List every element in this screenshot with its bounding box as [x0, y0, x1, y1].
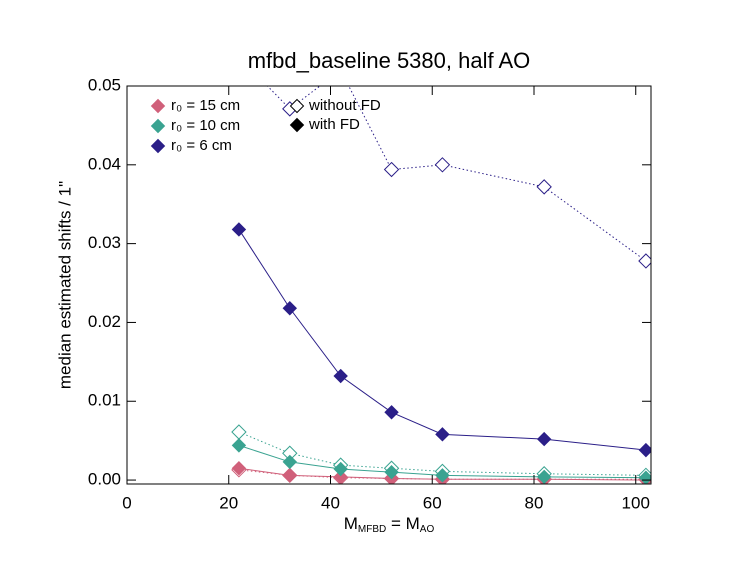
- marker-with-fd: [536, 431, 552, 447]
- legend-style-marker: [289, 117, 305, 133]
- y-tick-label: 0.01: [88, 391, 121, 410]
- y-tick-label: 0.04: [88, 154, 121, 173]
- marker-with-fd: [231, 222, 247, 237]
- marker-with-fd: [384, 405, 399, 420]
- marker-with-fd: [333, 469, 348, 484]
- y-tick-label: 0.05: [88, 75, 121, 94]
- marker-without-fd: [434, 157, 451, 173]
- marker-with-fd: [282, 301, 298, 316]
- marker-with-fd: [384, 464, 399, 480]
- x-tick-label: 0: [122, 493, 131, 512]
- legend-style-label: with FD: [308, 116, 360, 133]
- x-tick-label: 20: [219, 493, 238, 512]
- legend-marker: [150, 98, 166, 114]
- marker-with-fd: [333, 461, 348, 477]
- x-label-part: M: [344, 514, 358, 533]
- marker-with-fd: [231, 461, 247, 476]
- marker-with-fd: [333, 368, 348, 384]
- marker-with-fd: [282, 468, 298, 483]
- plot-area: [231, 86, 651, 484]
- legend-label: r₀ = 6 cm: [171, 137, 232, 154]
- marker-with-fd: [282, 454, 298, 470]
- y-tick-label: 0.00: [88, 470, 121, 489]
- x-label-subscript: AO: [420, 524, 435, 535]
- legend-marker: [150, 138, 166, 154]
- marker-with-fd: [231, 438, 247, 453]
- legend-label: r₀ = 10 cm: [171, 117, 240, 134]
- legend-style-marker: [289, 98, 305, 114]
- x-tick-label: 60: [423, 493, 442, 512]
- marker-with-fd: [536, 469, 552, 484]
- chart-title: mfbd_baseline 5380, half AO: [248, 48, 531, 73]
- marker-without-fd: [536, 179, 552, 195]
- x-label-part: = M: [386, 514, 420, 533]
- marker-with-fd: [638, 470, 651, 484]
- marker-without-fd: [383, 161, 400, 178]
- x-tick-label: 100: [622, 493, 650, 512]
- x-axis-label: MMFBD = MAO: [344, 514, 435, 534]
- legend-style-label: without FD: [308, 97, 381, 114]
- plot-frame: [126, 85, 652, 485]
- x-tick-label: 40: [321, 493, 340, 512]
- legend-marker: [150, 118, 166, 134]
- y-tick-label: 0.03: [88, 233, 121, 252]
- marker-with-fd: [435, 468, 450, 483]
- x-tick-label: 80: [525, 493, 544, 512]
- x-label-subscript: MFBD: [358, 524, 386, 535]
- y-tick-label: 0.02: [88, 312, 121, 331]
- marker-with-fd: [435, 427, 450, 442]
- legend-label: r₀ = 15 cm: [171, 97, 240, 114]
- marker-with-fd: [638, 442, 651, 458]
- y-axis-label: median estimated shifts / 1": [55, 181, 74, 389]
